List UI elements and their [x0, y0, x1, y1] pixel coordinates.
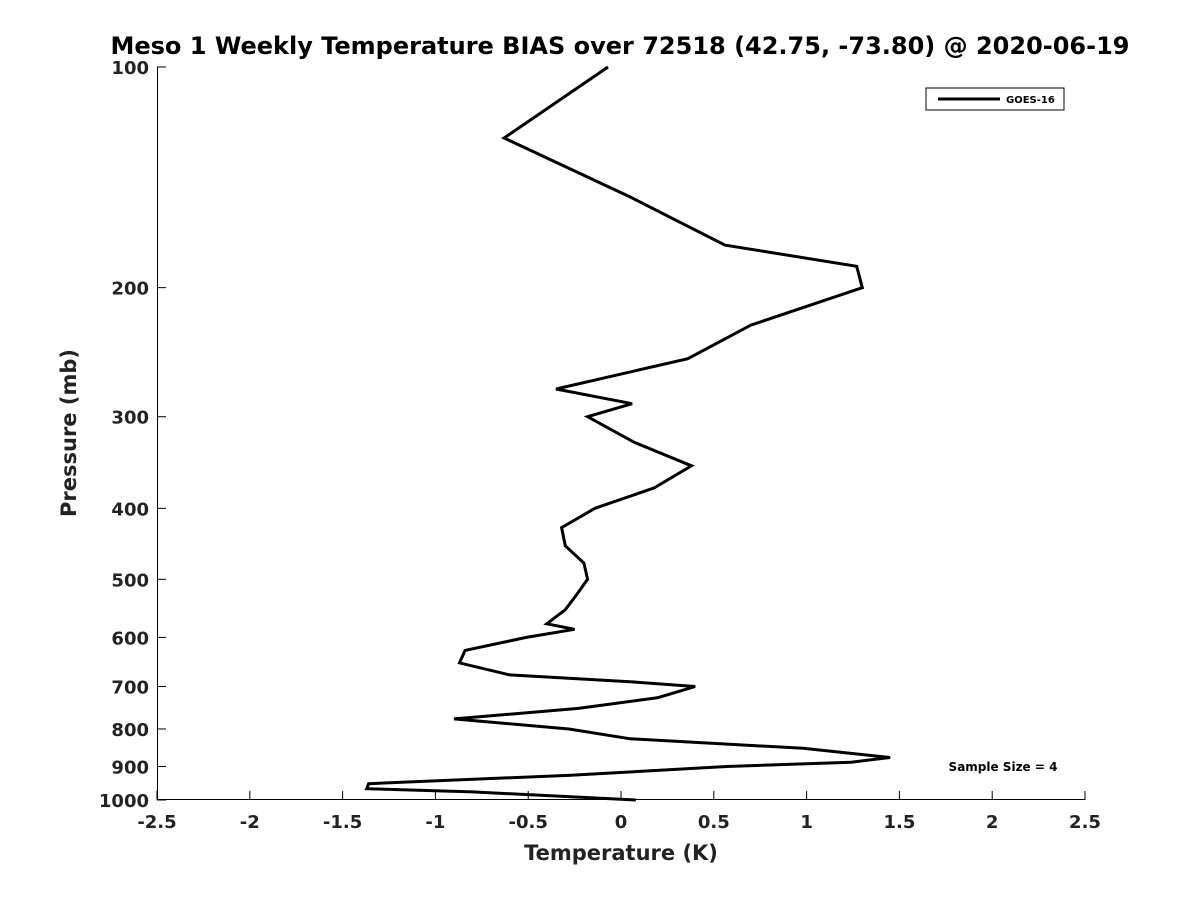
x-tick-label: -0.5 — [509, 812, 548, 833]
y-tick-label: 200 — [111, 279, 149, 300]
x-tick-label: 1.5 — [883, 812, 915, 833]
y-tick-label: 400 — [111, 499, 149, 520]
x-tick-label: -1 — [425, 812, 445, 833]
y-tick-label: 1000 — [99, 791, 149, 812]
y-ticks: 100 200 300 400 500 600 700 800 900 1000 — [99, 58, 166, 812]
plot-area: -2.5 -2 -1.5 -1 -0.5 0 0.5 1 1.5 2 2.5 100 200 300 40… — [99, 58, 1101, 833]
legend-label-goes-16: GOES-16 — [1006, 95, 1055, 106]
x-tick-label: 2.5 — [1069, 812, 1101, 833]
legend: GOES-16 — [925, 87, 1065, 111]
y-tick-label: 900 — [111, 757, 149, 778]
x-tick-label: 1 — [800, 812, 813, 833]
x-tick-label: 0.5 — [698, 812, 730, 833]
y-axis-label: Pressure (mb) — [57, 349, 81, 517]
series-line-goes-16 — [364, 65, 891, 802]
y-tick-label: 800 — [111, 720, 149, 741]
y-tick-label: 300 — [111, 408, 149, 429]
x-ticks: -2.5 -2 -1.5 -1 -0.5 0 0.5 1 1.5 2 2.5 — [137, 791, 1101, 833]
series-group — [364, 65, 891, 802]
y-tick-label: 100 — [111, 58, 149, 79]
x-tick-label: -2 — [240, 812, 260, 833]
x-axis-label: Temperature (K) — [524, 841, 718, 865]
y-tick-label: 600 — [111, 628, 149, 649]
x-tick-label: -1.5 — [323, 812, 362, 833]
y-tick-label: 500 — [111, 570, 149, 591]
x-tick-label: 2 — [986, 812, 999, 833]
y-tick-label: 700 — [111, 677, 149, 698]
x-tick-label: -2.5 — [137, 812, 176, 833]
chart-title: Meso 1 Weekly Temperature BIAS over 7251… — [110, 32, 1129, 60]
x-tick-label: 0 — [615, 812, 628, 833]
sample-size-annotation: Sample Size = 4 — [949, 760, 1058, 774]
